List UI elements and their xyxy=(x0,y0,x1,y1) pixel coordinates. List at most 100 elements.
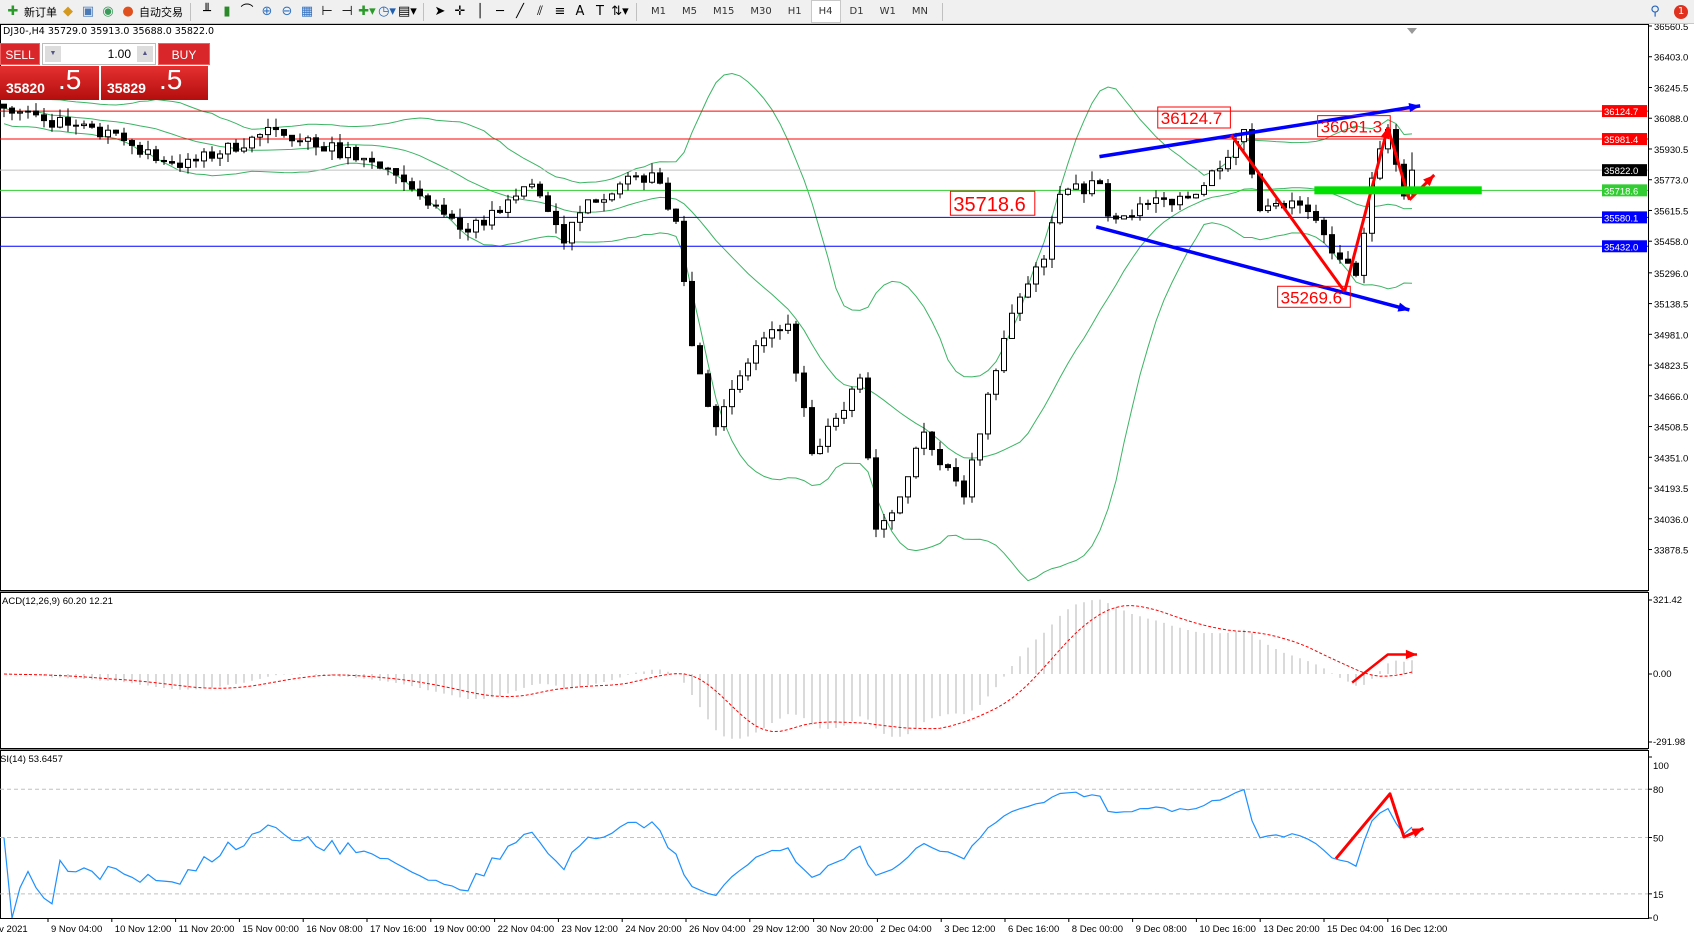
candle xyxy=(337,134,343,160)
line-chart-icon[interactable]: ⌒ xyxy=(240,3,254,19)
sell-button[interactable]: SELL xyxy=(0,43,40,65)
buy-price[interactable]: 35829 .5 xyxy=(101,64,210,100)
timeframe-w1[interactable]: W1 xyxy=(879,6,896,17)
auto-trading-icon[interactable]: ● xyxy=(122,3,134,19)
candle-body xyxy=(369,157,375,163)
candle xyxy=(81,120,87,129)
time-axis-label: 9 Dec 08:00 xyxy=(1136,924,1187,935)
candle-body xyxy=(1057,193,1063,224)
candle-body xyxy=(529,183,535,188)
text-icon[interactable]: A xyxy=(575,3,585,19)
lot-decrease-button[interactable]: ▼ xyxy=(45,46,61,62)
cursor-icon[interactable]: ➤ xyxy=(434,3,446,19)
crosshair-icon[interactable]: ✛ xyxy=(454,3,466,19)
fibonacci-icon[interactable]: ≡ xyxy=(554,3,566,19)
auto-scroll-icon[interactable]: ⊢ xyxy=(321,3,333,19)
candle xyxy=(1025,276,1031,299)
candle-body xyxy=(153,149,159,161)
candle xyxy=(377,161,383,170)
periods-icon[interactable]: ◷▾ xyxy=(378,3,396,19)
zoom-in-icon[interactable]: ⊕ xyxy=(261,3,273,19)
vertical-line-icon[interactable]: │ xyxy=(476,3,484,19)
tile-windows-icon[interactable]: ▦ xyxy=(300,3,314,19)
time-axis-label: 24 Nov 20:00 xyxy=(625,924,682,935)
chart-shift-icon[interactable]: ⊣ xyxy=(341,3,353,19)
candle-body xyxy=(1073,183,1079,190)
candle xyxy=(993,368,999,401)
candle-body xyxy=(401,174,407,183)
candle xyxy=(241,138,247,154)
candle xyxy=(641,173,647,191)
candle-body xyxy=(1113,215,1119,220)
buy-price-digit: .5 xyxy=(159,64,183,95)
candle xyxy=(209,146,215,162)
candle-body xyxy=(1105,183,1111,217)
rsi-line xyxy=(3,788,1413,919)
lot-value[interactable]: 1.00 xyxy=(107,47,131,61)
notification-badge[interactable]: 1 xyxy=(1674,4,1688,19)
trendline-icon[interactable]: ╱ xyxy=(516,3,524,19)
timeframe-h1[interactable]: H1 xyxy=(787,6,802,17)
zoom-out-icon[interactable]: ⊖ xyxy=(281,3,293,19)
recent-high-label: 36091.3 xyxy=(1321,118,1382,137)
timeframe-mn[interactable]: MN xyxy=(911,6,928,17)
candle xyxy=(473,218,479,239)
new-order-button[interactable]: 新订单 xyxy=(24,5,57,19)
timeframe-m5[interactable]: M5 xyxy=(682,6,697,17)
candle-body xyxy=(569,221,575,244)
down-move-line xyxy=(1229,134,1346,293)
lot-increase-button[interactable]: ▲ xyxy=(137,46,153,62)
metaeditor-icon[interactable]: ◆ xyxy=(63,3,73,19)
sell-price[interactable]: 35820 .5 xyxy=(0,64,101,100)
candle xyxy=(129,138,135,155)
candle-body xyxy=(761,337,767,347)
candle-body xyxy=(209,151,215,159)
candle xyxy=(89,120,95,129)
new-order-icon[interactable]: ✚ xyxy=(7,3,19,19)
candle-body xyxy=(745,362,751,377)
candle-body xyxy=(265,126,271,136)
lot-size-input[interactable]: ▼ 1.00 ▲ xyxy=(42,43,156,65)
timeframe-m30[interactable]: M30 xyxy=(750,6,772,17)
price-axis-label: 35773.0 xyxy=(1654,176,1688,187)
signals-icon[interactable]: ◉ xyxy=(102,3,114,19)
candle xyxy=(1225,149,1231,172)
candlestick-icon[interactable]: ▮ xyxy=(223,3,231,19)
arrows-icon[interactable]: ⇅▾ xyxy=(611,3,629,19)
candle-body xyxy=(793,323,799,374)
search-icon[interactable]: ⚲ xyxy=(1650,3,1660,19)
timeframe-d1[interactable]: D1 xyxy=(849,6,864,17)
candle-body xyxy=(1273,202,1279,207)
candle xyxy=(193,154,199,168)
candle-body xyxy=(129,139,135,146)
candle xyxy=(305,135,311,150)
timeframe-m1[interactable]: M1 xyxy=(651,6,666,17)
indicators-icon[interactable]: ✚▾ xyxy=(358,3,376,19)
channel-icon[interactable]: ⫽ xyxy=(537,3,543,19)
rsi-axis-label: 15 xyxy=(1653,890,1664,901)
templates-icon[interactable]: ▤▾ xyxy=(398,3,417,19)
candle-body xyxy=(833,417,839,427)
horizontal-line-icon[interactable]: ─ xyxy=(496,3,504,19)
timeframe-h4[interactable]: H4 xyxy=(810,0,841,23)
candle-body xyxy=(865,377,871,459)
candle xyxy=(1169,198,1175,212)
candle xyxy=(185,153,191,174)
candle-body xyxy=(697,345,703,375)
candle-body xyxy=(1345,258,1351,264)
text-label-icon[interactable]: T xyxy=(596,3,604,19)
candle xyxy=(1145,199,1151,210)
buy-button[interactable]: BUY xyxy=(158,43,210,65)
time-axis-label: 26 Nov 04:00 xyxy=(689,924,746,935)
bar-chart-icon[interactable]: ╨ xyxy=(203,3,211,19)
timeframe-m15[interactable]: M15 xyxy=(713,6,735,17)
candle-body xyxy=(1297,200,1303,206)
candle-body xyxy=(1065,188,1071,195)
candle xyxy=(1129,209,1135,221)
candle xyxy=(665,177,671,211)
candle-body xyxy=(1305,204,1311,213)
auto-trading-button[interactable]: 自动交易 xyxy=(139,5,183,19)
terminal-icon[interactable]: ▣ xyxy=(81,3,95,19)
candle xyxy=(105,124,111,144)
